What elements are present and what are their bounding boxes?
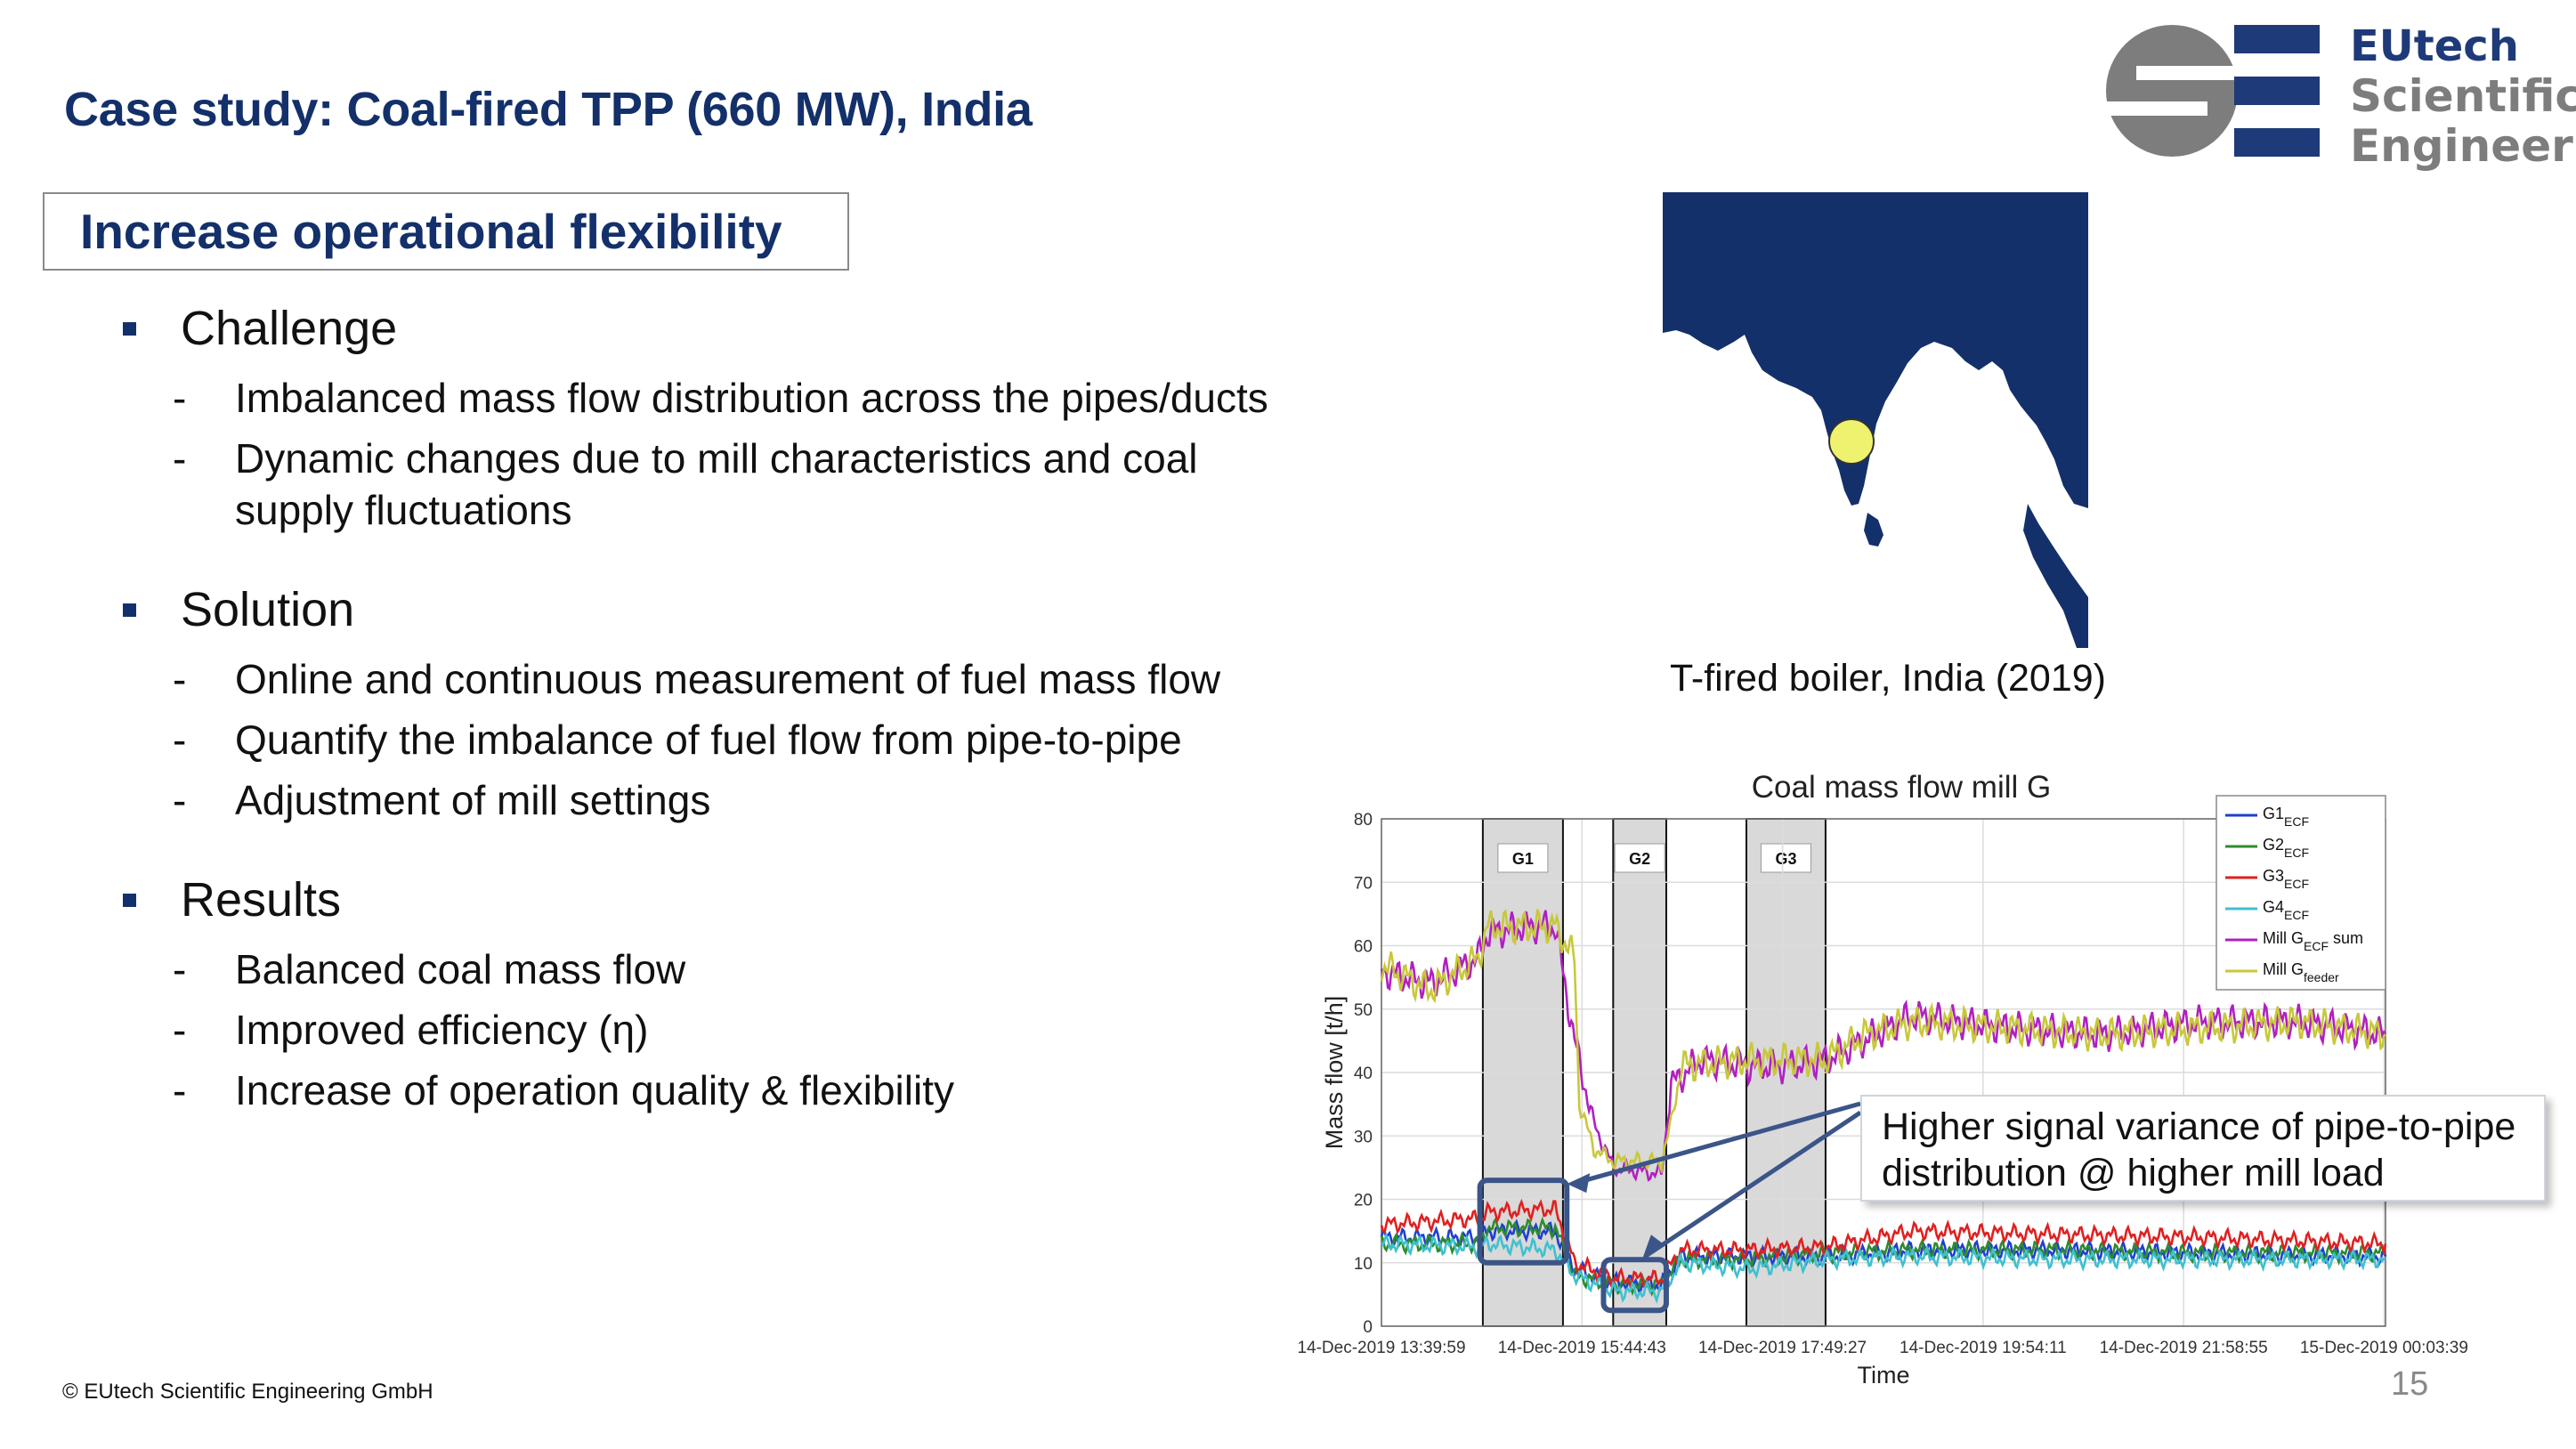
y-tick-label: 0 <box>1363 1318 1373 1337</box>
plot-border <box>1381 818 2386 1327</box>
x-axis-label: Time <box>1858 1362 1910 1388</box>
list-item: - Adjustment of mill settings <box>173 777 711 823</box>
page-number: 15 <box>2391 1365 2429 1403</box>
bullet-square-icon <box>123 321 136 336</box>
chart-title: Coal mass flow mill G <box>1752 770 2051 805</box>
logo-line-1: EUtech <box>2350 21 2519 71</box>
callout-line-2: distribution @ higher mill load <box>1882 1152 2385 1194</box>
map-caption: T-fired boiler, India (2019) <box>1670 657 2106 700</box>
legend-box <box>2216 795 2386 991</box>
section-results: Results - Balanced coal mass flow - Improv… <box>116 865 1326 1116</box>
callout-arrow-head <box>1567 1173 1591 1194</box>
legend-entry: G1ECF <box>2263 805 2309 829</box>
series-line <box>1380 1198 2387 1290</box>
list-item: - Quantify the imbalance of fuel flow fro… <box>173 716 1182 763</box>
list-item: - Increase of operation quality & flexibi… <box>173 1067 954 1113</box>
list-item: - Balanced coal mass flow <box>173 946 686 992</box>
y-tick-label: 10 <box>1354 1255 1373 1274</box>
callout-arrow-head <box>1641 1234 1665 1260</box>
legend-entry: G3ECF <box>2263 867 2309 891</box>
list-item: - Dynamic changes due to mill characteris… <box>173 435 1198 533</box>
region-label-box <box>1614 843 1665 873</box>
region-label-box <box>1497 843 1549 873</box>
site-marker <box>1828 418 1875 465</box>
legend-entry: G4ECF <box>2263 898 2309 922</box>
highlight-box <box>1477 1178 1570 1266</box>
x-tick-label: 14-Dec-2019 17:49:27 <box>1698 1339 1867 1357</box>
bullet-list: Challenge - Imbalanced mass flow distribu… <box>116 294 1326 1155</box>
x-tick-label: 14-Dec-2019 21:58:55 <box>2100 1339 2268 1357</box>
region-label: G2 <box>1629 850 1650 868</box>
series-line <box>1380 1216 2386 1298</box>
section-solution: Solution - Online and continuous measurem… <box>116 575 1326 826</box>
india-map <box>1663 192 2088 648</box>
x-tick-label: 15-Dec-2019 00:03:39 <box>2300 1339 2468 1357</box>
logo-wordmark: EUtech Scientific Engineering <box>2350 21 2576 171</box>
map-land <box>1663 192 2088 508</box>
legend-entry: Mill GECF sum <box>2263 929 2363 953</box>
region-label-box <box>1760 843 1811 873</box>
list-item: - Imbalanced mass flow distribution acros… <box>173 375 1268 421</box>
y-tick-label: 70 <box>1354 874 1373 893</box>
x-tick-label: 14-Dec-2019 19:54:11 <box>1900 1339 2067 1357</box>
highlight-box <box>1600 1257 1669 1314</box>
sri-lanka <box>1864 513 1883 546</box>
bullet-square-icon <box>123 893 136 907</box>
y-tick-label: 60 <box>1354 938 1373 957</box>
logo-line-2: Scientific <box>2350 70 2576 122</box>
y-tick-label: 50 <box>1354 1001 1373 1020</box>
logo-line-3: Engineering <box>2350 120 2576 172</box>
section-challenge: Challenge - Imbalanced mass flow distribu… <box>116 294 1326 536</box>
y-tick-label: 30 <box>1354 1128 1373 1146</box>
callout-arrow <box>1644 1110 1862 1259</box>
bullet-square-icon <box>123 603 136 617</box>
y-tick-label: 40 <box>1354 1064 1373 1083</box>
y-axis-label: Mass flow [t/h] <box>1321 996 1348 1150</box>
region-label: G1 <box>1512 850 1534 868</box>
series-line <box>1381 1231 2386 1304</box>
copyright-footer: © EUtech Scientific Engineering GmbH <box>62 1380 433 1404</box>
series-line <box>1380 909 2386 1175</box>
legend-entry: G2ECF <box>2263 836 2309 860</box>
section-box-title: Increase operational flexibility <box>43 192 849 271</box>
list-item: - Online and continuous measurement of fu… <box>173 656 1221 702</box>
list-item: - Improved efficiency (η) <box>173 1007 649 1053</box>
mass-flow-chart: G1 G2 G3 0 10 20 30 40 50 60 70 80 14-Dec-2019 13:39… <box>1297 770 2468 1388</box>
y-tick-label: 20 <box>1354 1192 1373 1210</box>
section-label: Solution <box>181 583 355 636</box>
x-tick-label: 14-Dec-2019 15:44:43 <box>1498 1339 1666 1357</box>
section-label: Results <box>181 873 342 927</box>
section-label: Challenge <box>181 302 398 355</box>
callout-arrow <box>1571 1101 1861 1186</box>
slide-title: Case study: Coal-fired TPP (660 MW), Ind… <box>64 83 1033 136</box>
company-logo-icon <box>2101 25 2320 157</box>
andaman-islands <box>2023 504 2088 648</box>
region-label: G3 <box>1775 850 1796 868</box>
callout-line-1: Higher signal variance of pipe-to-pipe <box>1882 1105 2516 1148</box>
annotation-callout: Higher signal variance of pipe-to-pipe d… <box>1860 1095 2546 1202</box>
x-tick-label: 14-Dec-2019 13:39:59 <box>1297 1339 1465 1357</box>
legend-entry: Mill Gfeeder <box>2263 960 2339 984</box>
y-tick-label: 80 <box>1354 811 1373 830</box>
